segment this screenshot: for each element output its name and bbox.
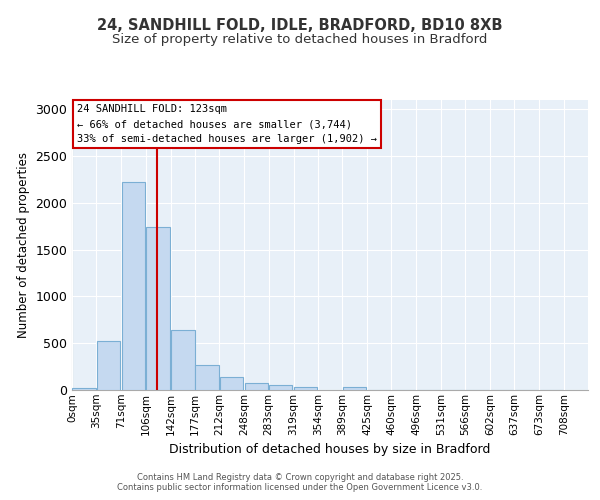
X-axis label: Distribution of detached houses by size in Bradford: Distribution of detached houses by size … <box>169 443 491 456</box>
Bar <box>245 382 268 390</box>
Bar <box>171 330 194 390</box>
Text: 24 SANDHILL FOLD: 123sqm
← 66% of detached houses are smaller (3,744)
33% of sem: 24 SANDHILL FOLD: 123sqm ← 66% of detach… <box>77 104 377 144</box>
Text: Size of property relative to detached houses in Bradford: Size of property relative to detached ho… <box>112 32 488 46</box>
Bar <box>97 342 120 390</box>
Text: Contains HM Land Registry data © Crown copyright and database right 2025.: Contains HM Land Registry data © Crown c… <box>137 472 463 482</box>
Bar <box>294 387 317 390</box>
Y-axis label: Number of detached properties: Number of detached properties <box>17 152 30 338</box>
Bar <box>269 386 292 390</box>
Bar <box>146 227 170 390</box>
Bar <box>220 377 243 390</box>
Bar <box>122 182 145 390</box>
Text: Contains public sector information licensed under the Open Government Licence v3: Contains public sector information licen… <box>118 482 482 492</box>
Text: 24, SANDHILL FOLD, IDLE, BRADFORD, BD10 8XB: 24, SANDHILL FOLD, IDLE, BRADFORD, BD10 … <box>97 18 503 32</box>
Bar <box>73 388 96 390</box>
Bar <box>195 365 219 390</box>
Bar <box>343 387 366 390</box>
